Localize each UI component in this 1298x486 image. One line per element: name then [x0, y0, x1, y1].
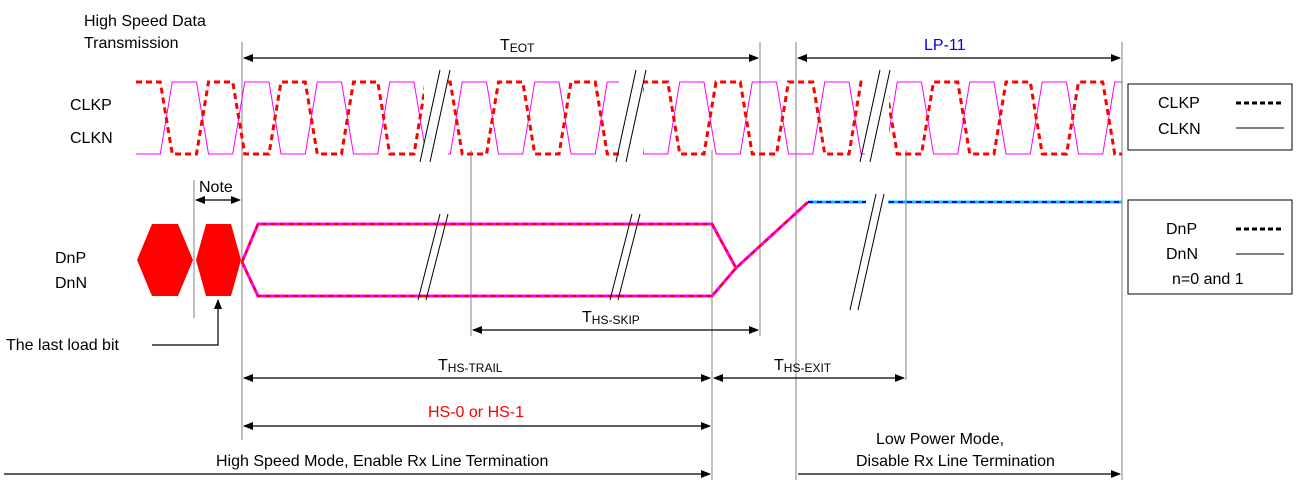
legend-clkn-label: CLKN: [1158, 121, 1201, 138]
legend-n-note: n=0 and 1: [1172, 271, 1244, 288]
note-dimension: Note: [195, 179, 241, 204]
clkp-label: CLKP: [70, 97, 112, 114]
dnn-label: DnN: [55, 275, 87, 292]
lp-mode-label-1: Low Power Mode,: [876, 431, 1004, 448]
lp11-dimension: LP-11: [797, 37, 1121, 62]
hs-data-transmission-label-1: High Speed Data: [84, 13, 206, 30]
hs-state-dimension: HS-0 or HS-1: [243, 404, 711, 430]
teot-label: TEOT: [500, 37, 535, 55]
last-load-bit-pointer: The last load bit: [6, 299, 222, 354]
note-label: Note: [199, 179, 233, 196]
lp11-label: LP-11: [924, 37, 966, 54]
dnn-trail-solid: [240, 200, 810, 298]
ths-trail-label: THS-TRAIL: [438, 357, 503, 375]
lp-mode-label-2: Disable Rx Line Termination: [856, 453, 1055, 470]
legend-dnp-label: DnP: [1166, 221, 1197, 238]
dnp-trail-solid: [240, 222, 738, 269]
reference-lines: [193, 42, 1123, 480]
legend-dnn-label: DnN: [1166, 246, 1198, 263]
data-bit-previous: [137, 224, 193, 296]
data-bit-last-load: [196, 224, 241, 296]
data-bits: [137, 224, 241, 296]
data-waveforms: [240, 200, 1122, 298]
hs-mode-label: High Speed Mode, Enable Rx Line Terminat…: [216, 453, 548, 470]
ths-skip-dimension: THS-SKIP: [472, 309, 759, 334]
clkn-label: CLKN: [70, 130, 113, 147]
dnp-trail-dash: [241, 223, 737, 269]
lp-mode-dimension: Low Power Mode, Disable Rx Line Terminat…: [798, 431, 1121, 478]
hs-data-transmission-label-2: Transmission: [84, 35, 179, 52]
clock-break-marks: [419, 69, 891, 164]
dnp-label: DnP: [55, 250, 86, 267]
dnn-trail-dash: [241, 201, 809, 297]
clock-legend: CLKP CLKN: [1127, 83, 1293, 151]
last-load-bit-label: The last load bit: [6, 337, 120, 354]
hs-mode-dimension: High Speed Mode, Enable Rx Line Terminat…: [4, 453, 711, 478]
ths-skip-label: THS-SKIP: [582, 309, 640, 327]
ths-trail-dimension: THS-TRAIL: [243, 357, 711, 382]
ths-exit-dimension: THS-EXIT: [713, 357, 905, 382]
teot-dimension: TEOT: [243, 37, 759, 62]
hs0-hs1-label: HS-0 or HS-1: [428, 404, 524, 421]
data-break-marks: [417, 193, 888, 311]
legend-clkp-label: CLKP: [1158, 95, 1200, 112]
data-legend: DnP DnN n=0 and 1: [1127, 199, 1293, 295]
ths-exit-label: THS-EXIT: [774, 357, 832, 375]
